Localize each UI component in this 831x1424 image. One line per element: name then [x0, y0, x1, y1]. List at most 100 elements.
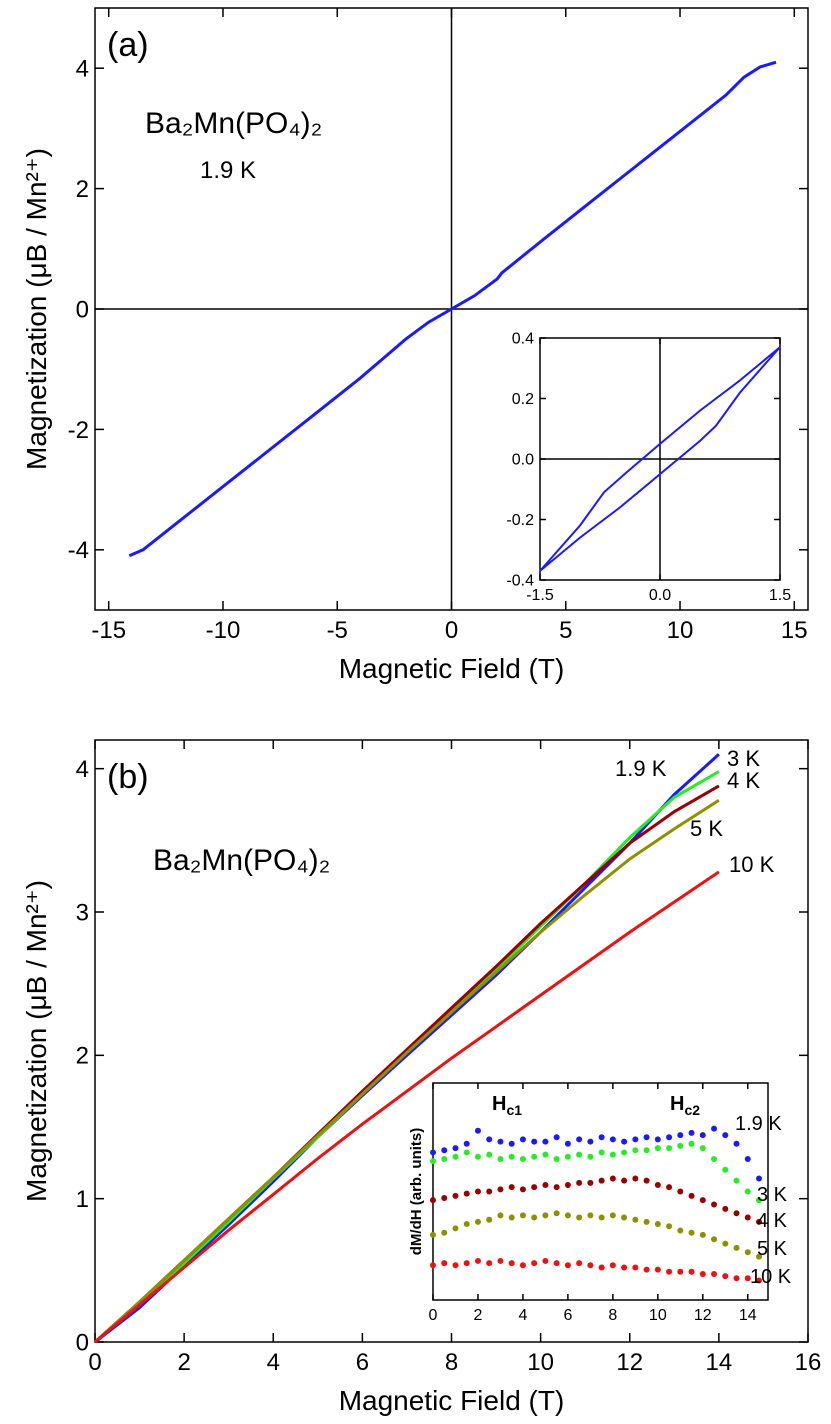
data-point	[666, 1223, 673, 1230]
data-point	[430, 1158, 436, 1165]
data-point	[654, 1266, 661, 1273]
data-point	[666, 1145, 673, 1152]
data-point	[508, 1214, 515, 1221]
data-point	[441, 1195, 448, 1202]
data-line	[539, 346, 781, 572]
data-point	[508, 1184, 515, 1191]
series-label: 3 K	[757, 1184, 788, 1206]
x-tick-label: 16	[795, 1349, 822, 1376]
series-label: 10 K	[729, 852, 775, 877]
data-point	[722, 1205, 729, 1212]
data-point	[497, 1155, 504, 1162]
data-point	[654, 1221, 661, 1228]
data-point	[744, 1275, 751, 1282]
data-point	[598, 1134, 605, 1141]
data-point	[531, 1260, 538, 1267]
x-tick-label: 2	[474, 1307, 483, 1324]
x-tick-label: -1.5	[526, 587, 554, 604]
data-point	[688, 1192, 695, 1199]
data-point	[643, 1177, 650, 1184]
data-point	[519, 1155, 526, 1162]
data-point	[542, 1181, 549, 1188]
data-point	[508, 1153, 515, 1160]
data-point	[756, 1277, 763, 1284]
data-point	[711, 1201, 718, 1208]
y-tick-label: 0	[76, 1329, 89, 1356]
data-line	[128, 60, 777, 558]
series-label: 5 K	[690, 816, 723, 841]
data-point	[632, 1136, 639, 1143]
data-point	[486, 1260, 493, 1267]
series-label: 5 K	[757, 1238, 788, 1260]
data-point	[519, 1212, 526, 1219]
series-label: 4 K	[727, 768, 760, 793]
x-tick-label: 0	[88, 1349, 101, 1376]
y-tick-label: 1	[76, 1186, 89, 1213]
data-point	[587, 1212, 594, 1219]
data-point	[542, 1138, 549, 1145]
data-point	[542, 1257, 549, 1264]
compound-label: Ba₂Mn(PO₄)₂	[153, 844, 330, 877]
data-point	[441, 1260, 448, 1267]
data-point	[441, 1147, 448, 1154]
data-point	[463, 1221, 470, 1228]
data-point	[688, 1229, 695, 1236]
data-line	[93, 798, 720, 1344]
data-point	[688, 1129, 695, 1136]
data-point	[621, 1214, 628, 1221]
data-point	[430, 1149, 436, 1156]
data-point	[744, 1188, 751, 1195]
annotation-subscript: c2	[684, 1102, 700, 1118]
y-tick-label: 2	[76, 1043, 89, 1070]
data-point	[688, 1140, 695, 1147]
series-label: 10 K	[750, 1266, 792, 1288]
data-point	[643, 1147, 650, 1154]
x-tick-label: 0.0	[649, 587, 671, 604]
data-point	[587, 1179, 594, 1186]
x-tick-label: -10	[206, 617, 241, 644]
data-point	[722, 1166, 729, 1173]
series-label: 1.9 K	[615, 756, 667, 781]
data-point	[587, 1262, 594, 1269]
data-point	[699, 1231, 706, 1238]
y-tick-label: 2	[76, 176, 89, 203]
data-point	[486, 1151, 493, 1158]
data-point	[452, 1225, 459, 1232]
x-tick-label: 12	[694, 1307, 712, 1324]
data-point	[497, 1257, 504, 1264]
data-point	[744, 1155, 751, 1162]
data-point	[587, 1138, 594, 1145]
data-point	[519, 1186, 526, 1193]
y-tick-label: 0.2	[512, 391, 534, 408]
x-tick-label: 12	[616, 1349, 643, 1376]
data-point	[486, 1216, 493, 1223]
data-point	[756, 1175, 763, 1182]
data-point	[576, 1214, 583, 1221]
data-point	[598, 1177, 605, 1184]
x-tick-label: 10	[527, 1349, 554, 1376]
x-tick-label: -15	[91, 617, 126, 644]
data-point	[722, 1132, 729, 1139]
data-point	[609, 1151, 616, 1158]
data-point	[733, 1275, 740, 1282]
data-point	[598, 1214, 605, 1221]
y-tick-label: 0.0	[512, 452, 534, 469]
data-point	[699, 1270, 706, 1277]
data-point	[756, 1253, 763, 1260]
data-point	[463, 1140, 470, 1147]
data-point	[576, 1260, 583, 1267]
y-tick-label: -0.4	[506, 573, 534, 590]
data-point	[486, 1136, 493, 1143]
x-tick-label: 4	[518, 1307, 527, 1324]
annotation: Hc2	[670, 1093, 700, 1118]
x-tick-label: 4	[267, 1349, 280, 1376]
compound-label: Ba₂Mn(PO₄)₂	[145, 107, 322, 140]
data-point	[733, 1244, 740, 1251]
temperature-label: 1.9 K	[200, 157, 256, 184]
x-tick-label: 10	[667, 617, 694, 644]
data-point	[441, 1229, 448, 1236]
series-label: 1.9 K	[735, 1113, 782, 1135]
data-point	[474, 1188, 481, 1195]
data-point	[666, 1184, 673, 1191]
